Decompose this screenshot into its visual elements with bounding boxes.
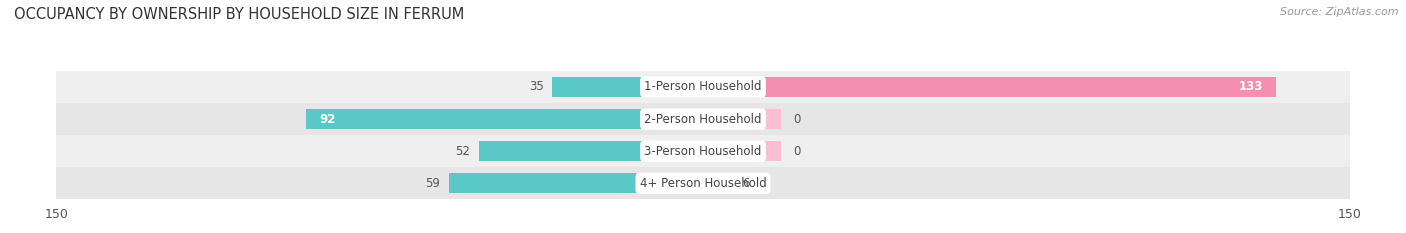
Bar [449, 173, 703, 193]
Text: 52: 52 [456, 145, 470, 158]
Bar [479, 141, 703, 161]
Bar [56, 71, 1350, 103]
Bar [56, 135, 1350, 167]
Text: 0: 0 [793, 113, 801, 126]
Text: 3-Person Household: 3-Person Household [644, 145, 762, 158]
Text: 6: 6 [742, 177, 749, 190]
Bar [703, 173, 728, 193]
Text: Source: ZipAtlas.com: Source: ZipAtlas.com [1281, 7, 1399, 17]
Text: 1-Person Household: 1-Person Household [644, 80, 762, 93]
Text: 2-Person Household: 2-Person Household [644, 113, 762, 126]
Bar [703, 141, 780, 161]
Text: OCCUPANCY BY OWNERSHIP BY HOUSEHOLD SIZE IN FERRUM: OCCUPANCY BY OWNERSHIP BY HOUSEHOLD SIZE… [14, 7, 464, 22]
Text: 59: 59 [425, 177, 440, 190]
Text: 0: 0 [793, 145, 801, 158]
Text: 92: 92 [319, 113, 336, 126]
Bar [553, 77, 703, 97]
Bar [307, 109, 703, 129]
Bar [703, 77, 1277, 97]
Bar [56, 167, 1350, 199]
Text: 35: 35 [529, 80, 544, 93]
Text: 4+ Person Household: 4+ Person Household [640, 177, 766, 190]
Text: 133: 133 [1239, 80, 1264, 93]
Bar [703, 109, 780, 129]
Bar [56, 103, 1350, 135]
